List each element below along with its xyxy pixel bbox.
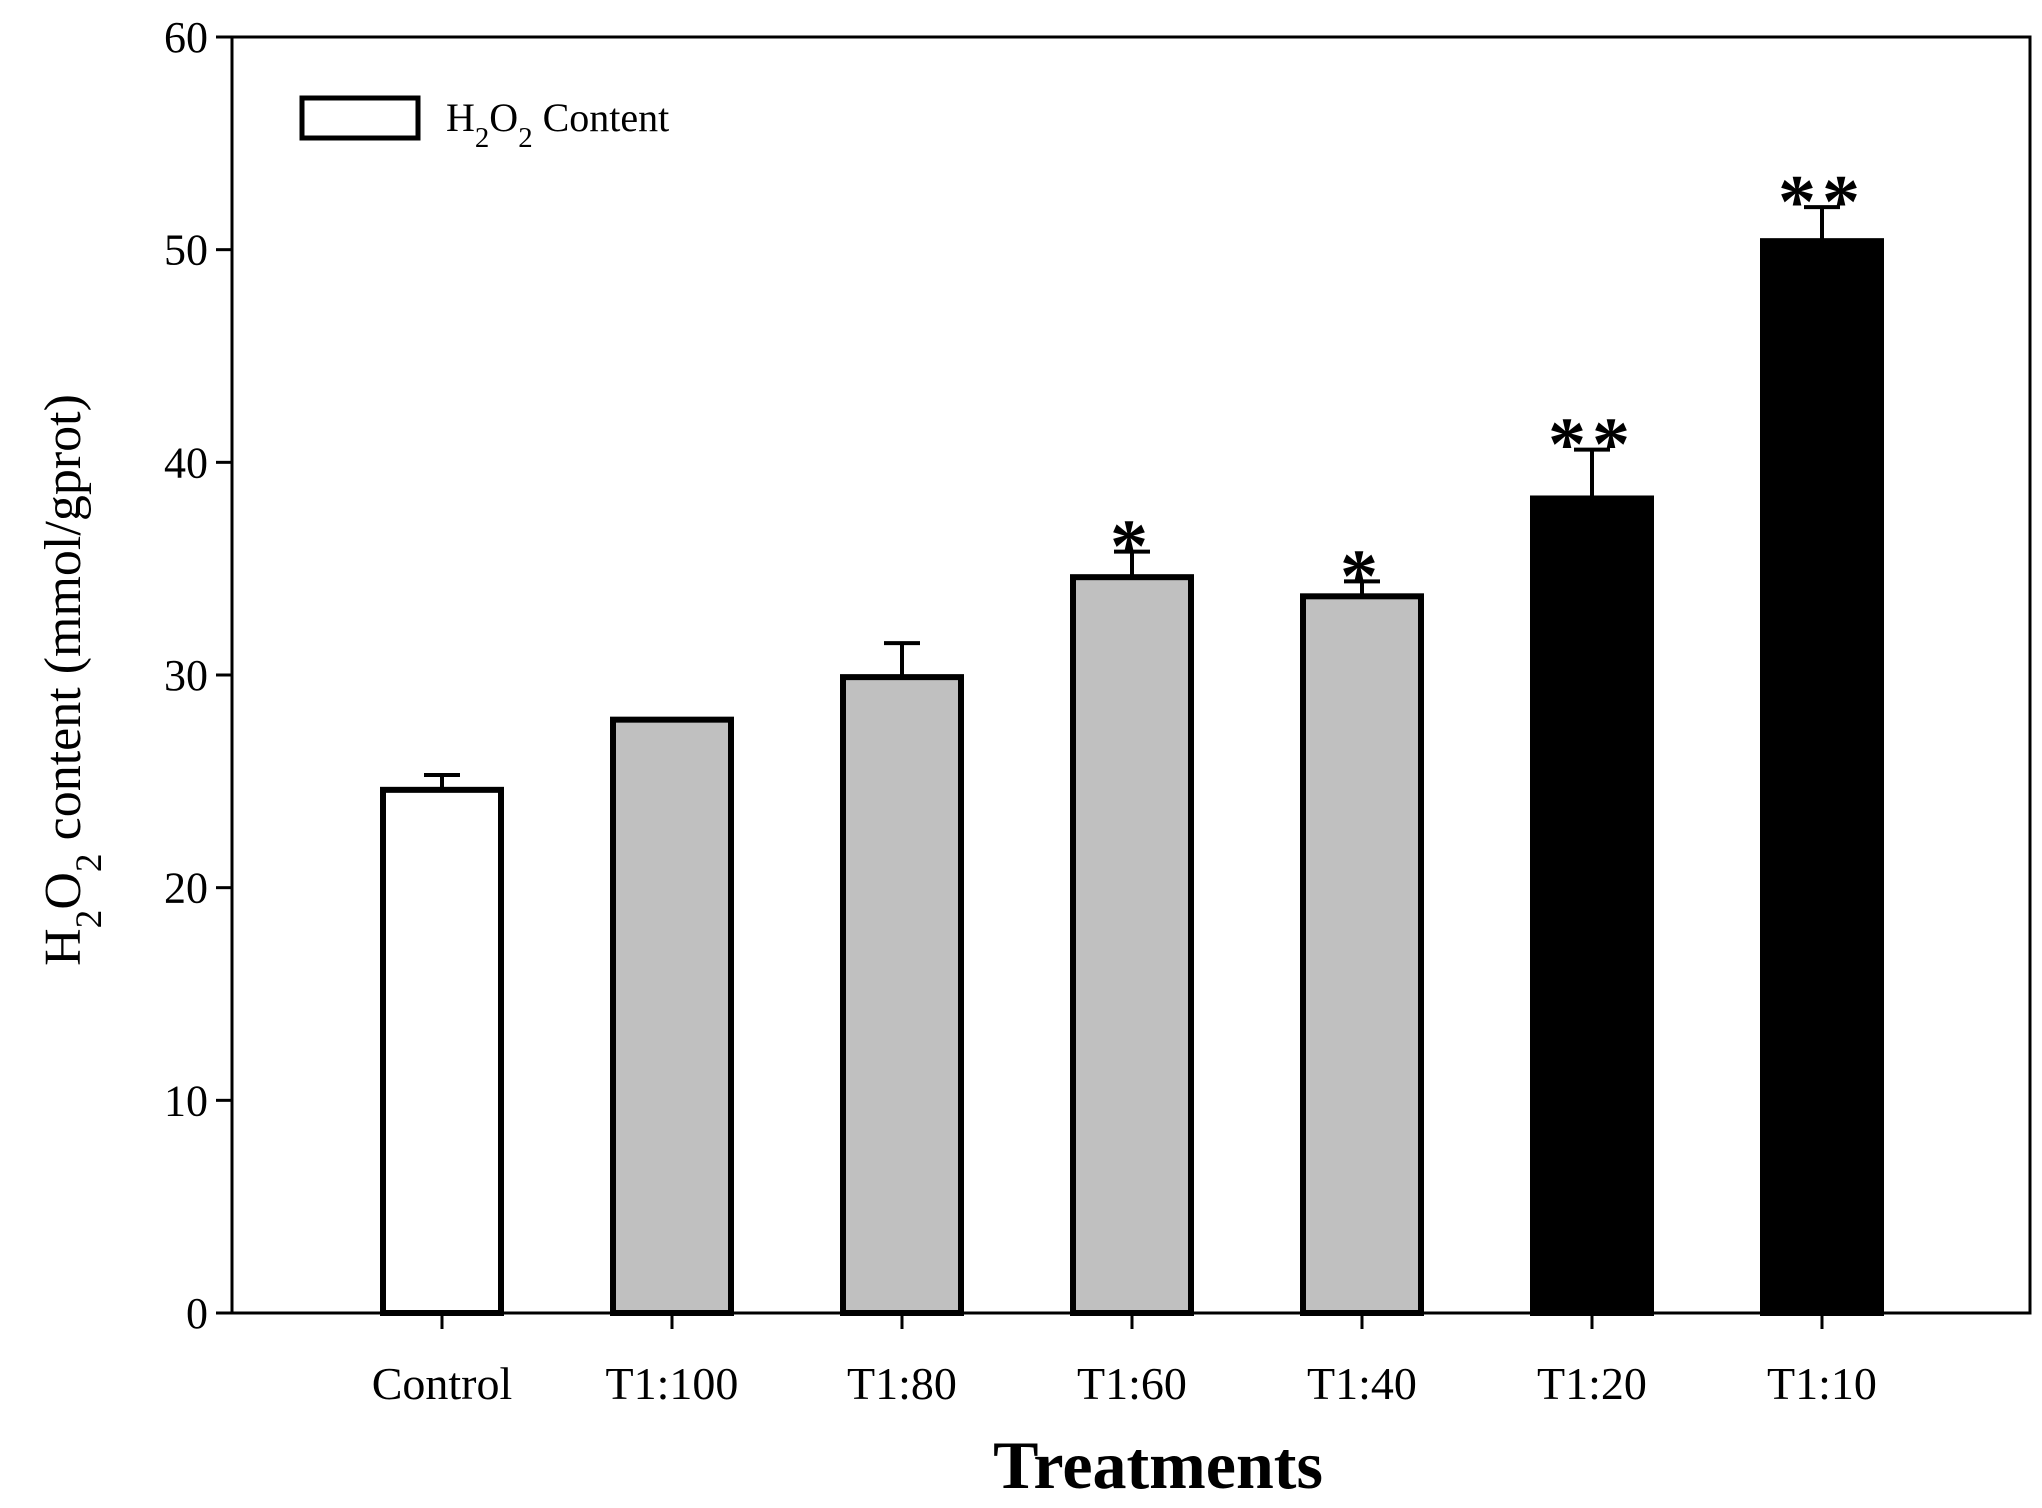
y-tick-label: 0 [186, 1289, 208, 1338]
y-tick-label: 40 [164, 438, 208, 487]
bars: * ***** [380, 160, 1884, 1316]
bar [1760, 238, 1884, 1316]
x-tick-label: T1:80 [847, 1358, 957, 1409]
bar [840, 674, 964, 1316]
x-tick-label: T1:40 [1307, 1358, 1417, 1409]
x-tick-label: T1:20 [1537, 1358, 1647, 1409]
significance-marker: ** [1778, 160, 1866, 244]
bar [1300, 593, 1424, 1316]
y-tick-label: 60 [164, 13, 208, 62]
legend-swatch [299, 95, 421, 141]
axes: 0 10 20 30 40 50 60 Control T1:100 T1:80 T1:60 T1:4… [164, 13, 2032, 1409]
y-tick-label: 50 [164, 226, 208, 275]
x-tick-label: T1:60 [1077, 1358, 1187, 1409]
x-tick-label: Control [372, 1358, 513, 1409]
bar [1530, 495, 1654, 1316]
legend: H2O2 Content [299, 95, 669, 154]
legend-label: H2O2 Content [446, 95, 669, 154]
significance-marker: * [1110, 505, 1154, 589]
bar [1070, 574, 1194, 1316]
axis-labels: Treatments H2O2 content (mmol/gprot) [35, 394, 1323, 1503]
significance-marker: ** [1548, 403, 1636, 487]
significance-marker: * [1340, 534, 1384, 618]
x-tick-label: T1:100 [606, 1358, 739, 1409]
bar [610, 716, 734, 1316]
bar [380, 786, 504, 1316]
x-axis-label: Treatments [993, 1427, 1323, 1503]
y-tick-label: 10 [164, 1076, 208, 1125]
y-tick-label: 30 [164, 651, 208, 700]
y-tick-label: 20 [164, 864, 208, 913]
y-axis-label: H2O2 content (mmol/gprot) [35, 394, 110, 966]
x-tick-label: T1:10 [1767, 1358, 1877, 1409]
